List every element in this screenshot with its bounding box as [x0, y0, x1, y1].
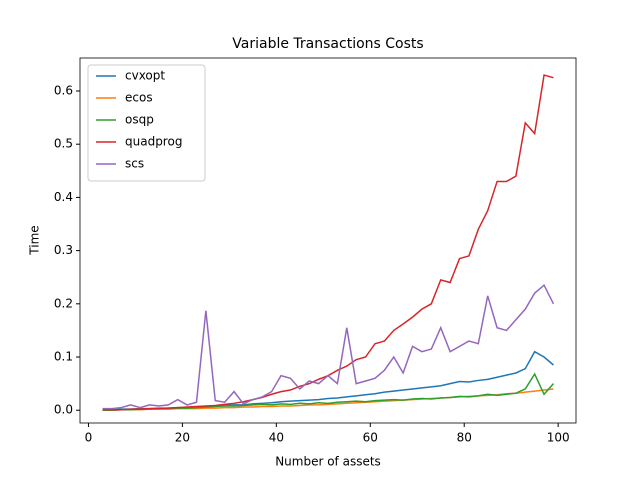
y-tick-label: 0.2 [54, 296, 73, 310]
y-tick-label: 0.4 [54, 190, 73, 204]
y-tick-label: 0.0 [54, 403, 73, 417]
x-axis-label: Number of assets [275, 455, 381, 469]
plot-frame [79, 57, 577, 424]
x-tick-label: 60 [363, 431, 378, 445]
x-tick-label: 0 [85, 431, 93, 445]
y-axis-label: Time [28, 225, 42, 255]
y-tick-label: 0.6 [54, 83, 73, 97]
x-tick-label: 40 [269, 431, 284, 445]
series-line [102, 388, 554, 411]
y-tick-label: 0.3 [54, 243, 73, 257]
x-tick-label: 20 [175, 431, 190, 445]
chart-title: Variable Transactions Costs [232, 36, 423, 52]
x-tick-label: 80 [457, 431, 472, 445]
legend-label: ecos [125, 91, 153, 105]
x-tick-label: 100 [547, 431, 570, 445]
legend-box [87, 64, 206, 182]
series-line [102, 284, 555, 410]
y-tick-label: 0.1 [54, 350, 73, 364]
legend-label: quadprog [125, 135, 182, 149]
legend-label: cvxopt [125, 69, 165, 83]
legend-label: osqp [125, 113, 154, 127]
y-tick-label: 0.5 [54, 137, 73, 151]
series-line [102, 350, 554, 411]
legend-label: scs [125, 157, 144, 171]
